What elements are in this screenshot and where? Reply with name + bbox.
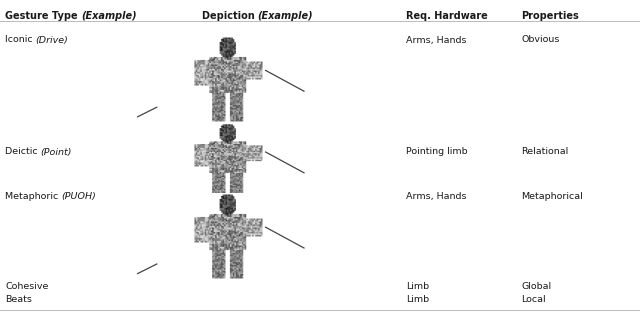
Text: Cohesive: Cohesive — [5, 282, 49, 291]
Text: Properties: Properties — [522, 11, 579, 21]
Text: Limb: Limb — [406, 282, 429, 291]
Text: Depiction: Depiction — [202, 11, 258, 21]
Text: (Example): (Example) — [258, 11, 314, 21]
Text: Global: Global — [522, 282, 552, 291]
Text: Limb: Limb — [406, 295, 429, 304]
Text: Beats: Beats — [5, 295, 32, 304]
Text: (Drive): (Drive) — [36, 36, 68, 44]
Text: Relational: Relational — [522, 148, 569, 156]
Text: Obvious: Obvious — [522, 36, 560, 44]
Text: Arms, Hands: Arms, Hands — [406, 192, 467, 201]
Text: Metaphoric: Metaphoric — [5, 192, 61, 201]
Text: (Example): (Example) — [81, 11, 137, 21]
Text: Metaphorical: Metaphorical — [522, 192, 583, 201]
Text: (Point): (Point) — [41, 148, 72, 156]
Text: (PUOH): (PUOH) — [61, 192, 96, 201]
Text: Deictic: Deictic — [5, 148, 41, 156]
Text: Arms, Hands: Arms, Hands — [406, 36, 467, 44]
Text: Req. Hardware: Req. Hardware — [406, 11, 488, 21]
Text: Gesture Type: Gesture Type — [5, 11, 81, 21]
Text: Pointing limb: Pointing limb — [406, 148, 468, 156]
Text: Local: Local — [522, 295, 546, 304]
Text: Iconic: Iconic — [5, 36, 36, 44]
